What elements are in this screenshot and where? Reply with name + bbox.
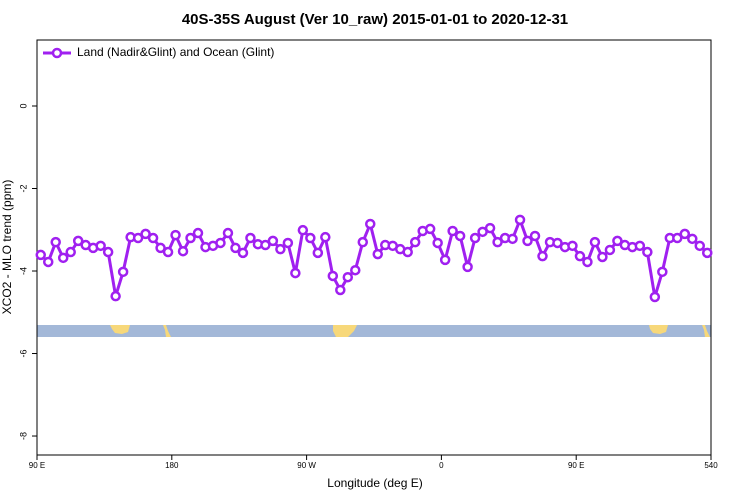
point <box>447 225 458 237</box>
point <box>275 243 286 255</box>
point <box>642 246 653 258</box>
point <box>65 246 76 258</box>
x-axis-label: Longitude (deg E) <box>327 476 422 490</box>
land <box>110 325 130 334</box>
point <box>342 271 354 283</box>
y-axis-label: XCO2 - MLO trend (ppm) <box>0 180 14 315</box>
point <box>297 224 309 236</box>
land <box>702 325 710 337</box>
point <box>57 252 69 264</box>
point <box>95 240 106 252</box>
point <box>260 239 271 251</box>
chart-title: 40S-35S August (Ver 10_raw) 2015-01-01 t… <box>182 11 568 28</box>
point <box>702 247 713 259</box>
point <box>305 232 316 244</box>
point <box>350 264 361 276</box>
point <box>552 237 563 249</box>
point <box>492 236 503 248</box>
point <box>185 232 196 244</box>
land <box>333 325 357 337</box>
point <box>245 232 256 244</box>
point <box>132 232 144 244</box>
map-strip <box>37 325 711 337</box>
x-tick-label: 90 E <box>29 461 45 470</box>
x-tick-label: 180 <box>165 461 179 470</box>
point <box>222 227 234 239</box>
point <box>604 244 616 256</box>
point <box>634 240 646 252</box>
point <box>237 247 249 259</box>
point <box>529 230 541 242</box>
point <box>35 249 46 261</box>
point <box>507 233 518 245</box>
point <box>102 246 114 258</box>
point <box>267 235 279 247</box>
point <box>409 236 421 248</box>
point <box>42 256 54 268</box>
point <box>162 246 174 258</box>
point <box>372 248 383 260</box>
legend-marker <box>51 47 63 59</box>
y-tick-label: -4 <box>18 267 28 275</box>
point <box>327 270 339 282</box>
land <box>163 325 171 337</box>
point <box>462 261 473 273</box>
point <box>147 232 159 244</box>
y-tick-label: 0 <box>18 103 28 108</box>
y-tick-label: -6 <box>18 350 28 358</box>
legend-label: Land (Nadir&Glint) and Ocean (Glint) <box>77 45 274 59</box>
land <box>649 325 668 334</box>
point <box>612 235 623 247</box>
point <box>215 237 226 249</box>
ocean-band <box>37 325 711 337</box>
point <box>469 232 481 244</box>
point <box>50 236 61 248</box>
point <box>514 214 526 226</box>
point <box>424 223 436 235</box>
y-tick-label: -8 <box>18 432 28 440</box>
point <box>72 235 84 247</box>
x-tick-label: 90 W <box>297 461 316 470</box>
point <box>170 229 181 241</box>
point <box>282 237 294 249</box>
point <box>687 233 698 245</box>
plot-frame <box>36 39 712 456</box>
point <box>192 227 204 239</box>
point <box>402 246 413 258</box>
point <box>155 242 166 254</box>
point <box>117 266 129 278</box>
point <box>320 231 331 243</box>
point <box>140 228 151 240</box>
point <box>567 240 578 252</box>
point <box>537 250 548 262</box>
point <box>649 291 661 303</box>
x-tick-label: 0 <box>439 461 444 470</box>
point <box>432 237 443 249</box>
point <box>365 218 376 230</box>
point <box>335 284 346 296</box>
point <box>657 266 668 278</box>
point <box>574 250 586 262</box>
point <box>679 228 691 240</box>
point <box>439 254 451 266</box>
point <box>312 247 324 259</box>
point <box>484 222 496 234</box>
x-tick-label: 90 E <box>568 461 584 470</box>
point <box>522 235 533 247</box>
point <box>582 256 593 268</box>
point <box>454 230 466 242</box>
point <box>694 240 706 252</box>
point <box>357 236 369 248</box>
point <box>597 251 608 263</box>
point <box>230 242 241 254</box>
point <box>290 267 301 279</box>
x-tick-label: 540 <box>704 461 718 470</box>
point <box>110 290 121 302</box>
point <box>672 232 683 244</box>
point <box>589 236 601 248</box>
y-tick-label: -2 <box>18 185 28 193</box>
point <box>177 245 189 257</box>
